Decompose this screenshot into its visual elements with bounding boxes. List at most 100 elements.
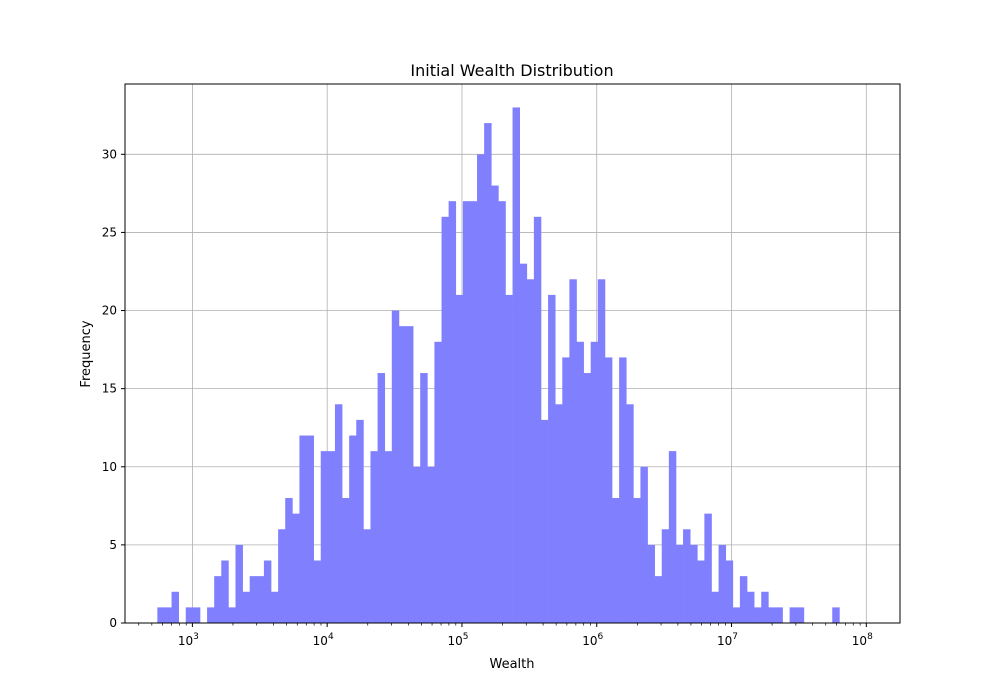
histogram-bar: [164, 607, 172, 623]
histogram-bar: [405, 326, 414, 623]
y-tick-label: 20: [102, 304, 117, 318]
histogram-bar: [334, 404, 343, 623]
histogram-bar: [590, 341, 599, 623]
histogram-bar: [469, 201, 478, 623]
histogram-bar: [633, 498, 641, 623]
histogram-bar: [683, 529, 691, 623]
histogram-bar: [157, 607, 165, 623]
histogram-bar: [789, 607, 798, 623]
histogram-bar: [754, 607, 762, 623]
histogram-bar: [221, 560, 229, 623]
y-tick-label: 10: [102, 460, 117, 474]
histogram-bar: [526, 279, 535, 623]
histogram-bar: [342, 498, 350, 623]
histogram-bar: [697, 560, 705, 623]
y-tick-label: 25: [102, 225, 117, 239]
histogram-bar: [562, 357, 570, 623]
histogram-bar: [512, 107, 521, 623]
histogram-bar: [612, 498, 620, 623]
histogram-bar: [548, 294, 556, 623]
histogram-bar: [391, 310, 400, 623]
histogram-bar: [278, 529, 286, 623]
histogram-bar: [761, 591, 769, 623]
histogram-bar: [441, 216, 449, 623]
histogram-bar: [725, 560, 734, 623]
histogram-bar: [718, 544, 727, 623]
histogram-bar: [398, 326, 407, 623]
histogram-bar: [768, 607, 776, 623]
histogram-bar: [427, 466, 435, 623]
x-tick-label: 104: [313, 632, 334, 648]
histogram-bar: [746, 591, 755, 623]
y-tick-label: 15: [102, 382, 117, 396]
histogram-bar: [583, 373, 592, 623]
histogram-bar: [519, 263, 528, 623]
histogram-bar: [271, 591, 279, 623]
histogram-bar: [192, 607, 201, 623]
histogram-bar: [214, 576, 222, 623]
histogram-bar: [320, 451, 329, 623]
histogram-bar: [540, 419, 549, 623]
histogram-bar: [555, 404, 563, 623]
histogram-bar: [242, 591, 251, 623]
histogram-bar: [185, 607, 194, 623]
histogram-bar: [235, 544, 243, 623]
plot-frame: [124, 83, 901, 624]
histogram-bar: [327, 451, 336, 623]
histogram-bar: [498, 201, 506, 623]
histogram-bar: [249, 576, 258, 623]
histogram-bar: [661, 529, 670, 623]
histogram-bar: [384, 451, 393, 623]
histogram-bar: [448, 201, 457, 623]
histogram-bar: [455, 294, 464, 623]
y-tick-label: 30: [102, 147, 117, 161]
histogram-bar: [675, 544, 684, 623]
histogram-bar: [597, 279, 606, 623]
histogram-bar: [434, 341, 442, 623]
histogram-bar: [285, 498, 293, 623]
histogram-bar: [690, 544, 698, 623]
histogram-bar: [739, 576, 748, 623]
y-tick-label: 0: [109, 616, 117, 630]
histogram-bar: [704, 513, 712, 623]
histogram-bar: [363, 529, 371, 623]
histogram-bar: [668, 451, 677, 623]
histogram-bars: [157, 107, 840, 623]
x-tick-label: 106: [582, 632, 603, 648]
histogram-bar: [477, 154, 485, 623]
histogram-bar: [420, 373, 428, 623]
histogram-bar: [832, 607, 840, 623]
histogram-bar: [775, 607, 783, 623]
axis-ticks: 103 104 105 106 107 108 0 5 10 15 20 25 30: [102, 147, 873, 648]
histogram-bar: [505, 294, 513, 623]
histogram-bar: [413, 466, 421, 623]
chart-title: Initial Wealth Distribution: [410, 61, 613, 80]
histogram-bar: [377, 373, 386, 623]
histogram-bar: [306, 435, 314, 623]
histogram-bar: [171, 591, 180, 623]
histogram-bar: [604, 357, 613, 623]
histogram-bar: [313, 560, 322, 623]
histogram-bar: [569, 279, 577, 623]
x-tick-label: 108: [852, 632, 873, 648]
histogram-bar: [263, 560, 272, 623]
histogram-bar: [654, 576, 663, 623]
histogram-bar: [484, 123, 492, 623]
histogram-bar: [370, 451, 378, 623]
histogram-bar: [626, 404, 634, 623]
histogram-bar: [349, 435, 357, 623]
histogram-bar: [796, 607, 805, 623]
histogram-bar: [576, 341, 584, 623]
histogram-bar: [299, 435, 307, 623]
histogram-bar: [491, 185, 499, 623]
histogram-bar: [533, 216, 542, 623]
histogram-bar: [207, 607, 215, 623]
histogram-bar: [292, 513, 300, 623]
histogram-bar: [462, 201, 471, 623]
histogram-bar: [647, 544, 655, 623]
histogram-bar: [711, 591, 719, 623]
histogram-bar: [732, 607, 741, 623]
x-tick-label: 107: [717, 632, 738, 648]
y-tick-label: 5: [109, 538, 117, 552]
